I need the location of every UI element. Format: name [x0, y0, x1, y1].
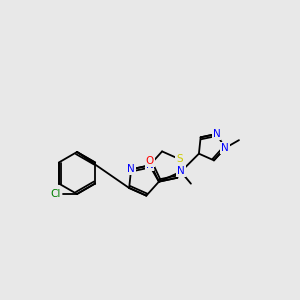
- Text: N: N: [213, 129, 220, 139]
- Text: Cl: Cl: [51, 189, 61, 199]
- Text: N: N: [146, 160, 153, 170]
- Text: N: N: [221, 143, 229, 153]
- Text: S: S: [176, 154, 183, 164]
- Text: O: O: [146, 156, 154, 166]
- Text: N: N: [177, 166, 185, 176]
- Text: N: N: [127, 164, 135, 174]
